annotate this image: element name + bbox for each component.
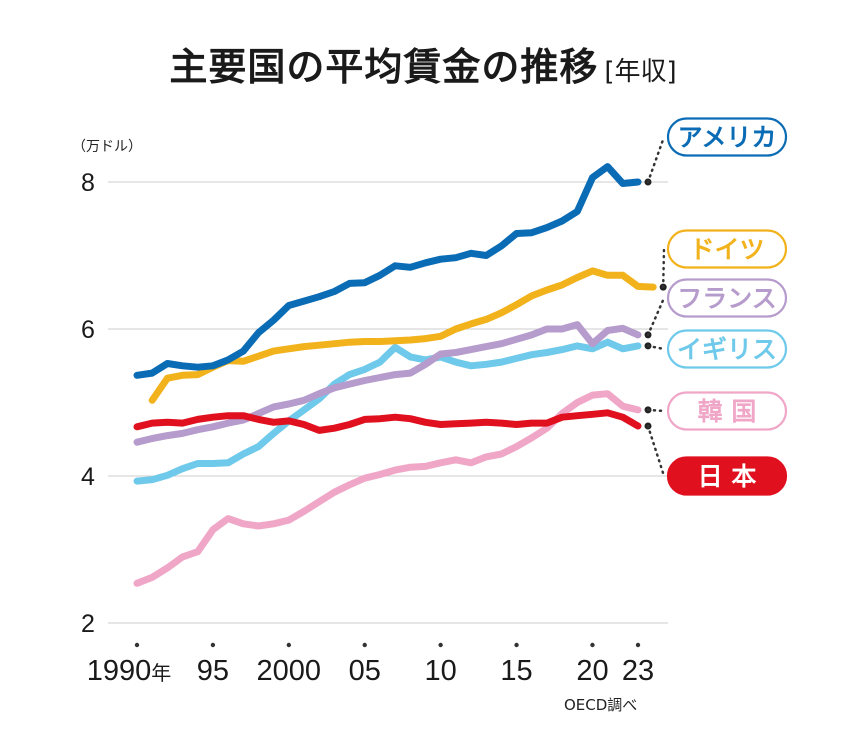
leader-line-usa [646,135,666,184]
source-note: OECD調べ [564,696,638,714]
legend-pill-germany [666,229,788,269]
y-axis-unit-label: （万ドル） [72,139,142,155]
x-tick-dot [590,642,595,648]
legend-label-germany: ドイツ [689,235,764,264]
chart-subtitle: [年収] [604,57,677,87]
x-tick-label: 20 [576,655,608,687]
y-tick-label: 2 [81,610,95,638]
legend-label-france: フランス [677,284,777,313]
x-tick-dot [134,642,140,648]
x-tick-dot [438,642,443,648]
x-tick-dot [514,642,519,648]
legend-pill-france [666,278,788,318]
chart-title: 主要国の平均賃金の推移 [169,45,599,89]
x-tick-label: 10 [425,655,457,687]
x-tick-label: 23 [622,655,654,687]
series-line-korea [133,390,642,587]
legend-label-korea: 韓 国 [698,397,757,426]
legend-pill-japan [666,456,788,496]
x-tick-label: 2000 [257,655,322,687]
legend-pill-korea [666,391,788,431]
leader-line-uk [646,344,666,351]
x-tick-label: 05 [349,655,381,687]
x-tick-dot [286,642,292,648]
leader-line-japan [646,424,666,478]
leader-line-germany [661,247,666,289]
series-line-france [133,321,642,446]
y-tick-label: 8 [81,169,95,197]
leader-line-korea [646,408,666,413]
x-tick-dot [362,642,367,648]
x-tick-label: 15 [500,655,532,687]
leader-line-france [646,296,666,337]
legend-label-japan: 日 本 [698,462,757,491]
x-tick-label: 95 [197,655,229,687]
series-line-usa [133,163,642,379]
x-tick-label: 1990年 [87,655,172,687]
legend-label-uk: イギリス [677,335,777,364]
y-tick-label: 4 [81,463,95,491]
x-tick-dot [210,642,216,648]
legend-pill-usa [666,117,788,157]
y-tick-label: 6 [81,316,95,344]
x-tick-dot [635,642,641,648]
legend-label-usa: アメリカ [678,123,777,152]
series-line-japan [133,409,642,434]
legend-pill-uk [666,329,788,369]
series-line-germany [148,267,657,404]
chart-title-wrap: 主要国の平均賃金の推移 [年収] [0,36,846,91]
series-line-uk [133,338,642,485]
